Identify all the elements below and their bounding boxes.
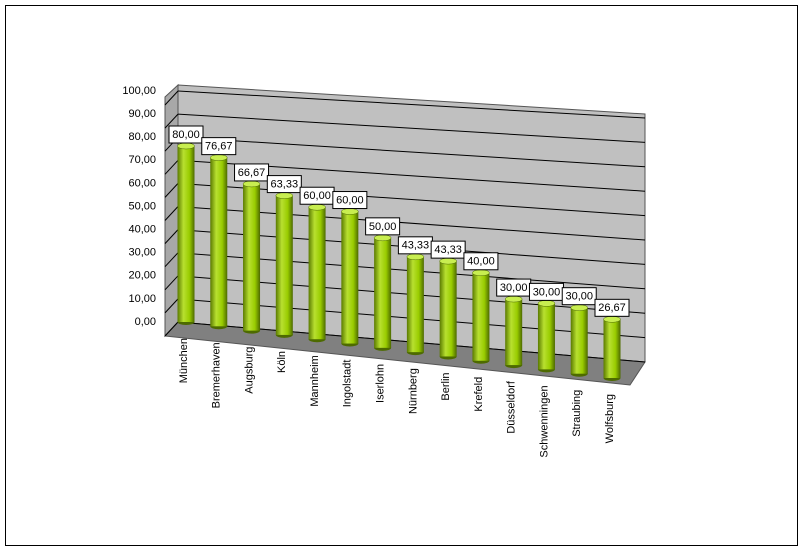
y-tick-label: 60,00 xyxy=(128,177,156,189)
bar-top xyxy=(472,269,490,277)
bar-top xyxy=(242,180,261,188)
x-tick-label: Nürnberg xyxy=(407,368,419,414)
bar-top xyxy=(210,154,228,161)
bar-top xyxy=(308,203,326,211)
bar xyxy=(603,319,621,378)
plot: 0,00 10,00 20,00 30,00 40,00 50,00 60,00 70,00 8… xyxy=(122,85,646,458)
y-tick-label: 50,00 xyxy=(128,200,156,212)
x-tick-label: Krefeld xyxy=(473,377,485,412)
bar xyxy=(374,237,392,348)
bar-top xyxy=(177,142,195,150)
value-label: 50,00 xyxy=(369,221,397,233)
bar-top xyxy=(373,234,392,242)
grid-line-side xyxy=(164,252,179,268)
bar xyxy=(341,211,359,344)
grid-line-side xyxy=(164,298,179,314)
y-tick-label: 90,00 xyxy=(128,108,156,120)
y-tick-label: 80,00 xyxy=(128,131,156,143)
grid-line-side xyxy=(164,90,179,106)
bar xyxy=(177,146,195,322)
grid-line-side xyxy=(164,159,179,175)
x-tick-label: Iserlohn xyxy=(375,364,387,403)
value-label: 80,00 xyxy=(172,129,200,141)
value-label-box xyxy=(168,125,204,144)
value-label-box xyxy=(594,298,630,317)
bar xyxy=(308,207,326,340)
value-label-box xyxy=(365,217,401,236)
grid-line-side xyxy=(164,229,179,244)
x-tick-label: Straubing xyxy=(571,390,583,437)
x-tick-label: Düsseldorf xyxy=(506,380,518,434)
x-tick-label: Mannheim xyxy=(309,355,321,406)
x-tick-label: Berlin xyxy=(440,372,452,400)
bar-top xyxy=(341,208,359,215)
value-label-box xyxy=(266,175,302,194)
x-tick-label: Wolfsburg xyxy=(604,394,616,443)
value-label-box xyxy=(430,240,466,259)
bar xyxy=(210,157,228,327)
y-tick-label: 100,00 xyxy=(122,85,156,97)
value-label: 26,67 xyxy=(598,302,626,314)
value-label: 40,00 xyxy=(467,256,495,268)
y-tick-label: 20,00 xyxy=(128,270,156,282)
grid-line-side xyxy=(164,113,179,129)
bar xyxy=(439,261,457,357)
value-label-box xyxy=(201,137,237,156)
grid-line-side xyxy=(164,275,179,291)
value-label: 60,00 xyxy=(336,194,364,206)
value-label: 66,67 xyxy=(238,167,266,179)
value-label-box xyxy=(234,163,270,182)
grid-line-side xyxy=(164,183,179,198)
value-label: 60,00 xyxy=(303,190,331,202)
value-label: 30,00 xyxy=(533,286,561,298)
grid-line xyxy=(177,113,646,143)
x-tick-label: Ingolstadt xyxy=(342,360,354,408)
y-tick-label: 40,00 xyxy=(128,224,156,236)
bar-top xyxy=(570,304,588,311)
bar xyxy=(275,195,293,335)
bar-top xyxy=(537,300,556,307)
x-tick-label: Köln xyxy=(276,351,288,373)
value-label: 43,33 xyxy=(434,244,462,256)
grid-line-side xyxy=(164,206,179,221)
y-tick-label: 10,00 xyxy=(128,293,156,305)
y-tick-label: 70,00 xyxy=(128,154,156,166)
bar-top xyxy=(275,192,294,199)
bar xyxy=(406,256,424,353)
bar-top xyxy=(406,253,425,261)
bar xyxy=(472,272,490,361)
grid-line-side xyxy=(164,321,179,337)
x-tick-label: Augsburg xyxy=(243,347,255,394)
value-label: 76,67 xyxy=(205,141,233,153)
value-label-box xyxy=(463,252,499,271)
y-tick-label: 30,00 xyxy=(128,247,156,259)
side-wall xyxy=(164,83,179,338)
x-tick-label: Schwenningen xyxy=(538,385,550,457)
y-tick-label: 0,00 xyxy=(135,316,156,328)
bar xyxy=(570,307,588,374)
bar xyxy=(537,303,555,370)
bar-top xyxy=(504,295,523,303)
x-tick-label: Bremerhaven xyxy=(211,342,223,408)
grid-line xyxy=(177,136,646,168)
value-label-box xyxy=(332,191,368,210)
bar xyxy=(243,183,261,331)
bar-top xyxy=(603,316,621,323)
value-label: 43,33 xyxy=(402,240,430,252)
value-label: 30,00 xyxy=(500,282,528,294)
value-label-box xyxy=(561,287,597,306)
x-tick-label: München xyxy=(178,338,190,383)
bar-top xyxy=(439,257,457,265)
value-label: 30,00 xyxy=(565,291,593,303)
grid-line xyxy=(177,90,646,119)
value-label: 63,33 xyxy=(271,179,299,191)
bar xyxy=(505,299,523,366)
